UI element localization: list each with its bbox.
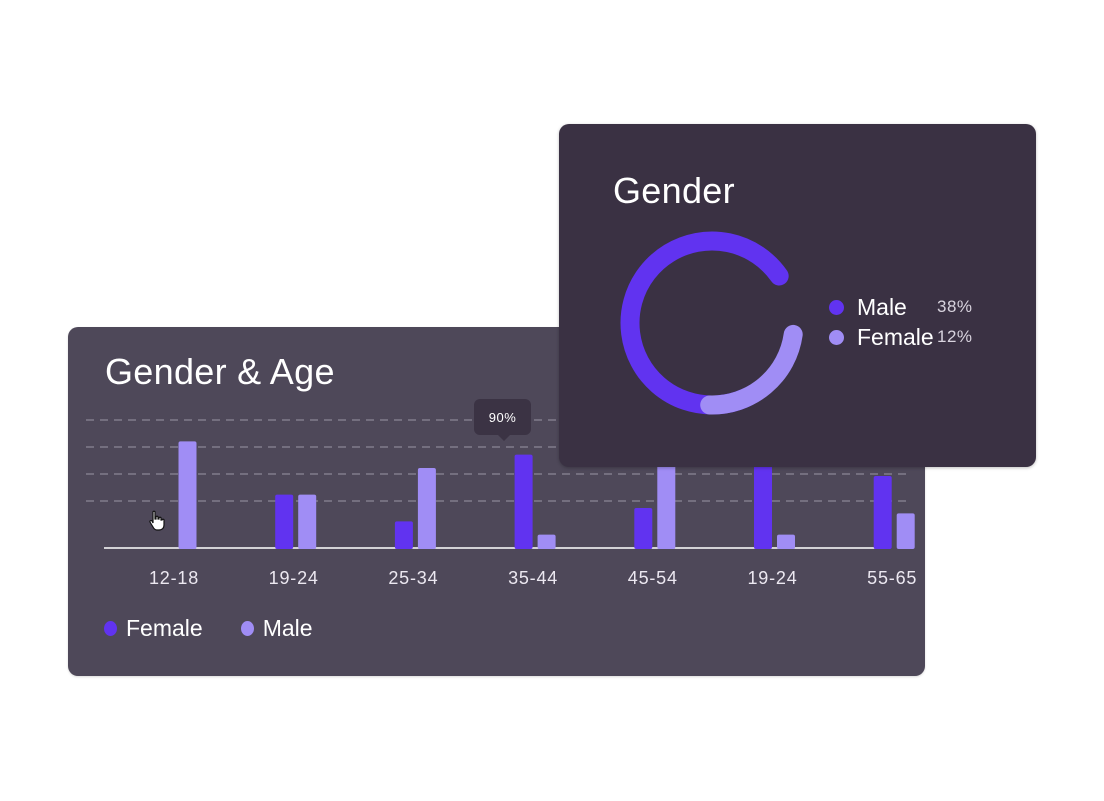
female-legend-dot (829, 329, 844, 345)
x-tick-label: 35-44 (508, 568, 558, 588)
x-tick-label: 19-24 (747, 568, 797, 588)
bar-male[interactable] (537, 534, 556, 549)
donut-legend-female-value: 12% (937, 327, 973, 346)
gender-donut-legend: Male 38% Female 12% (829, 292, 973, 352)
donut-legend-male: Male 38% (829, 292, 973, 322)
bar-tooltip: 90% (474, 399, 531, 441)
x-tick-label: 45-54 (628, 568, 678, 588)
bar-male[interactable] (178, 441, 197, 549)
gender-age-legend: Female Male (104, 615, 339, 642)
donut-slice-male[interactable] (620, 231, 789, 415)
gender-age-title: Gender & Age (105, 351, 335, 392)
bar-female[interactable] (634, 508, 653, 549)
hand-pointer-icon (149, 510, 165, 531)
male-legend-dot (240, 621, 254, 636)
x-tick-label: 25-34 (388, 568, 438, 588)
donut-legend-female-label: Female (857, 323, 934, 350)
donut-slice-female[interactable] (700, 324, 803, 415)
donut-legend-male-label: Male (857, 293, 907, 320)
x-tick-label: 55-65 (867, 568, 917, 588)
x-tick-label: 19-24 (269, 568, 319, 588)
bar-female[interactable] (873, 476, 892, 549)
bar-female[interactable] (275, 494, 294, 549)
female-legend-dot (104, 621, 117, 636)
bar-male[interactable] (417, 468, 436, 549)
bar-male[interactable] (298, 494, 317, 549)
gender-card: Gender Male 38% Female 12% (559, 124, 1036, 467)
x-tick-label: 12-18 (149, 568, 199, 588)
donut-legend-female: Female 12% (829, 322, 973, 352)
bar-female[interactable] (394, 521, 413, 549)
male-legend-dot (829, 299, 844, 315)
gender-title: Gender (613, 170, 735, 211)
legend-female-label: Female (126, 615, 203, 641)
gender-donut-chart (620, 231, 803, 415)
legend-item-female: Female (104, 615, 203, 642)
bar-male[interactable] (777, 534, 795, 549)
donut-legend-male-value: 38% (937, 297, 973, 316)
bar-male[interactable] (896, 513, 915, 549)
bar-female[interactable] (514, 454, 533, 549)
legend-male-label: Male (262, 615, 313, 641)
legend-item-male: Male (240, 615, 313, 642)
